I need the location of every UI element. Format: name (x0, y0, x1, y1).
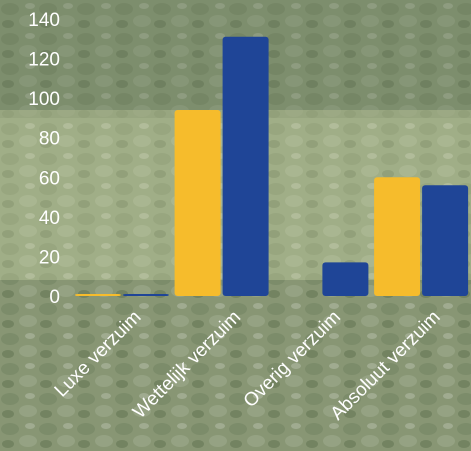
bar-2-1 (322, 262, 369, 296)
y-tick-label: 40 (39, 208, 60, 229)
y-tick-label: 60 (39, 168, 60, 189)
bar-1-0 (174, 110, 221, 296)
bar-3-0 (374, 177, 421, 296)
bars (74, 36, 469, 297)
y-axis: 0 20 40 60 80 100 120 140 (28, 10, 60, 308)
bar-0-1 (122, 294, 169, 296)
bar-0-0 (74, 294, 121, 296)
y-tick-label: 120 (28, 50, 60, 71)
y-tick-label: 140 (28, 10, 60, 31)
bar-3-1 (422, 185, 469, 296)
y-tick-label: 80 (39, 129, 60, 150)
y-tick-label: 20 (39, 247, 60, 268)
y-tick-label: 100 (28, 89, 60, 110)
bar-1-1 (222, 36, 269, 297)
y-tick-label: 0 (49, 287, 60, 308)
